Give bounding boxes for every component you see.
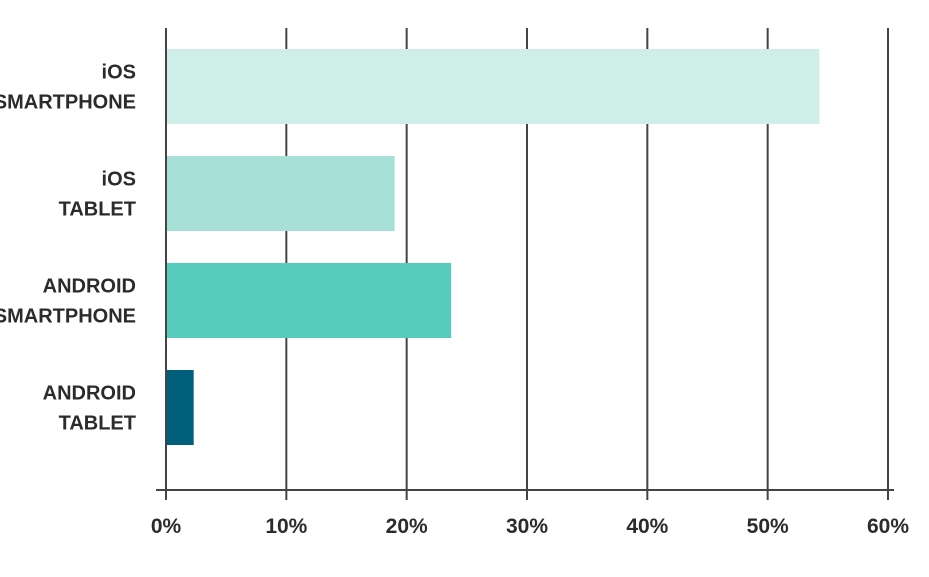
x-tick-label-40: 40% xyxy=(626,515,668,538)
x-tick-label-10: 10% xyxy=(265,515,307,538)
category-label-android-tablet: ANDROID TABLET xyxy=(43,383,136,435)
x-tick-label-30: 30% xyxy=(506,515,548,538)
bars xyxy=(166,49,820,445)
category-label-line: iOS xyxy=(102,62,136,84)
category-label-line: SMARTPHONE xyxy=(0,306,136,328)
category-label-android-smartphone: ANDROID SMARTPHONE xyxy=(0,276,136,328)
category-label-line: ANDROID xyxy=(43,383,136,405)
category-label-ios-tablet: iOS TABLET xyxy=(59,169,136,221)
x-tick-label-60: 60% xyxy=(867,515,909,538)
category-label-line: iOS xyxy=(102,169,136,191)
x-axis xyxy=(156,28,894,500)
x-tick-label-50: 50% xyxy=(747,515,789,538)
category-label-line: TABLET xyxy=(59,199,136,221)
bar-ios-tablet xyxy=(166,156,395,231)
x-tick-label-0: 0% xyxy=(151,515,182,538)
category-label-ios-smartphone: iOS SMARTPHONE xyxy=(0,62,136,114)
category-label-line: TABLET xyxy=(59,413,136,435)
bar-android-tablet xyxy=(166,370,194,445)
x-tick-label-20: 20% xyxy=(386,515,428,538)
bar-ios-smartphone xyxy=(166,49,820,124)
bar-android-smartphone xyxy=(166,263,452,338)
category-label-line: SMARTPHONE xyxy=(0,92,136,114)
x-tick-labels: 0% 10% 20% 30% 40% 50% 60% xyxy=(151,515,910,538)
category-label-line: ANDROID xyxy=(43,276,136,298)
